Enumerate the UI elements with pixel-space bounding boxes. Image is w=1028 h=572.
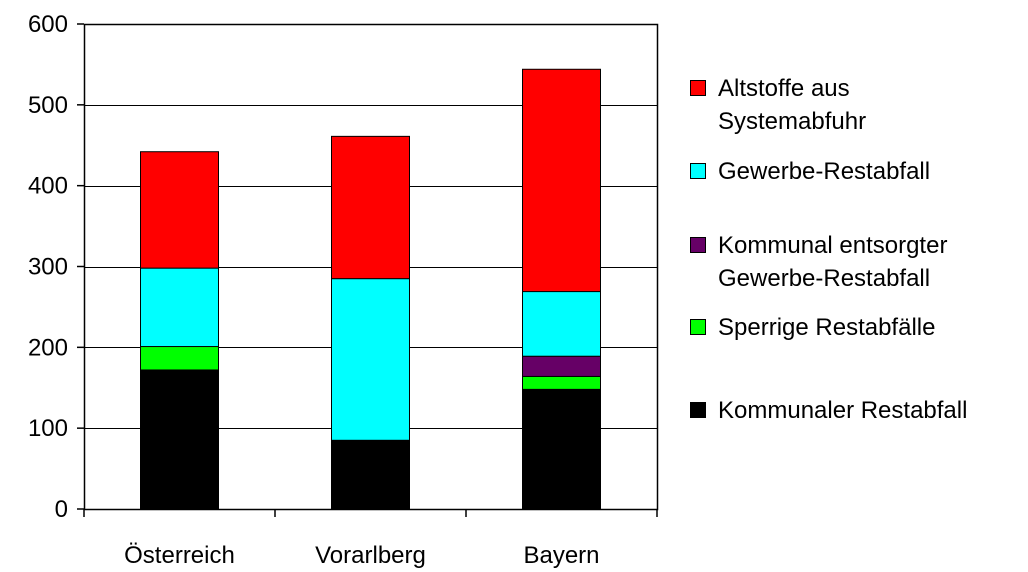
plot-frame bbox=[83, 23, 659, 511]
x-tick-label: Bayern bbox=[523, 542, 599, 569]
y-tick-label: 400 bbox=[28, 173, 68, 200]
bar-segment bbox=[140, 346, 219, 371]
legend-label: Gewerbe-Restabfall bbox=[718, 158, 930, 185]
bar-segment bbox=[522, 388, 601, 510]
x-tick-label: Vorarlberg bbox=[315, 542, 426, 569]
y-tick-label: 500 bbox=[28, 92, 68, 119]
y-tick-label: 300 bbox=[28, 254, 68, 281]
legend-swatch bbox=[690, 163, 706, 179]
y-tick-label: 100 bbox=[28, 415, 68, 442]
legend-swatch bbox=[690, 402, 706, 418]
plot-area: 0 100 200 300 400 500 600 Österreich Vorarlberg B… bbox=[28, 11, 659, 569]
y-tick-label: 200 bbox=[28, 334, 68, 361]
legend-label: Systemabfuhr bbox=[718, 108, 866, 135]
legend-label: Kommunaler Restabfall bbox=[718, 397, 967, 424]
legend-label: Gewerbe-Restabfall bbox=[718, 265, 930, 292]
bar-segment bbox=[331, 135, 410, 280]
legend-swatch bbox=[690, 319, 706, 335]
bar-segment bbox=[140, 369, 219, 510]
legend-swatch bbox=[690, 237, 706, 253]
bar-segment bbox=[522, 375, 601, 390]
bar-segment bbox=[140, 267, 219, 348]
bar-segment bbox=[331, 278, 410, 441]
bar-segment bbox=[522, 291, 601, 357]
bar-segment bbox=[522, 68, 601, 293]
legend-swatch bbox=[690, 80, 706, 96]
legend: Altstoffe aus Systemabfuhr Gewerbe-Restabf… bbox=[690, 75, 967, 424]
x-tick-label: Österreich bbox=[124, 542, 235, 569]
y-tick-label: 600 bbox=[28, 11, 68, 38]
bar-segment bbox=[522, 355, 601, 377]
y-tick-label: 0 bbox=[55, 496, 68, 523]
legend-label: Sperrige Restabfälle bbox=[718, 314, 935, 341]
bar-segment bbox=[331, 439, 410, 510]
bar-segment bbox=[140, 151, 219, 269]
legend-label: Altstoffe aus bbox=[718, 75, 850, 102]
legend-label: Kommunal entsorgter bbox=[718, 232, 947, 259]
